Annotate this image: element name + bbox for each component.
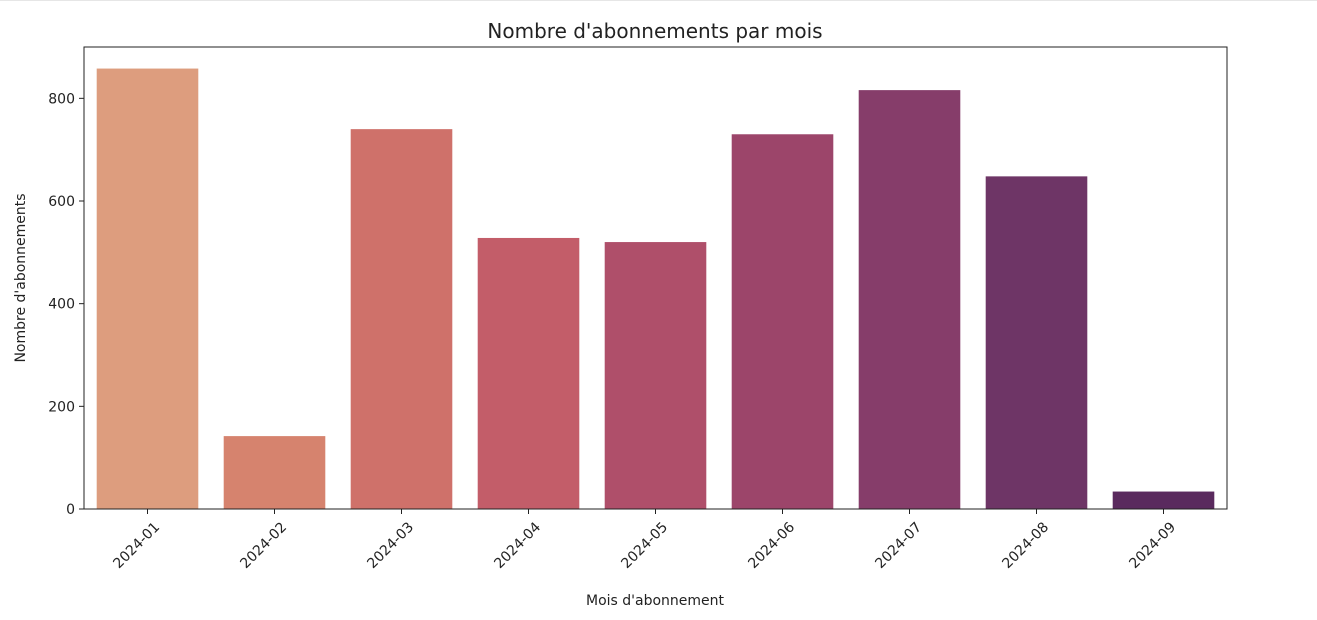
plot-frame — [83, 46, 1228, 510]
x-tick-label: 2024-03 — [364, 519, 417, 572]
bar-2024-08 — [985, 176, 1088, 510]
bar-2024-09 — [1112, 491, 1215, 509]
bars-group — [96, 68, 1215, 510]
top-rule — [0, 0, 1317, 1]
x-axis-ticks: 2024-01 2024-02 2024-03 2024-04 2024-05 2024-… — [110, 509, 1179, 572]
bar-2024-01 — [96, 68, 199, 509]
x-tick-label: 2024-07 — [872, 519, 925, 572]
chart-title: Nombre d'abonnements par mois — [487, 19, 822, 43]
bar-2024-04 — [477, 237, 580, 509]
x-axis-label: Mois d'abonnement — [586, 593, 725, 609]
x-tick-label: 2024-05 — [618, 519, 671, 572]
y-tick-label: 600 — [48, 194, 75, 210]
x-tick-label: 2024-08 — [999, 519, 1052, 572]
y-tick-label: 0 — [66, 502, 75, 518]
y-axis-label: Nombre d'abonnements — [13, 193, 29, 362]
x-tick-label: 2024-01 — [110, 519, 163, 572]
y-tick-label: 200 — [48, 399, 75, 415]
bar-2024-02 — [223, 436, 326, 509]
bar-2024-05 — [604, 242, 707, 510]
bar-2024-06 — [731, 134, 834, 509]
y-axis-ticks: 0 200 400 600 800 — [48, 91, 84, 518]
y-tick-label: 800 — [48, 91, 75, 107]
x-tick-label: 2024-02 — [237, 519, 290, 572]
x-tick-label: 2024-09 — [1126, 519, 1179, 572]
bar-2024-07 — [858, 90, 961, 510]
x-tick-label: 2024-06 — [745, 519, 798, 572]
y-tick-label: 400 — [48, 297, 75, 313]
x-tick-label: 2024-04 — [491, 519, 544, 572]
bar-2024-03 — [350, 129, 453, 509]
